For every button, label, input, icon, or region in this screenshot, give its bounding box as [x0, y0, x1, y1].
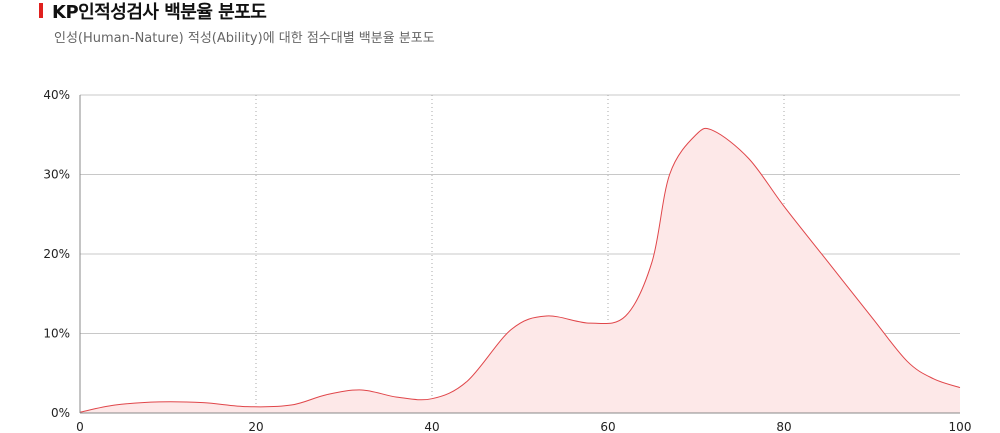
x-tick-label: 80 — [776, 420, 791, 433]
y-tick-label: 30% — [43, 168, 70, 182]
y-tick-label: 0% — [51, 406, 70, 420]
series-area — [79, 127, 961, 413]
y-tick-label: 40% — [43, 88, 70, 102]
y-tick-label: 10% — [43, 327, 70, 341]
tick-labels: 0% 10% 20% 30% 40% 0 20 40 60 80 100 — [43, 88, 971, 433]
area-fill — [80, 128, 960, 413]
x-tick-label: 0 — [76, 420, 84, 433]
x-tick-label: 20 — [248, 420, 263, 433]
title-accent-bar — [39, 3, 43, 18]
axes — [79, 95, 960, 414]
y-tick-label: 20% — [43, 247, 70, 261]
x-tick-label: 60 — [600, 420, 615, 433]
chart-subtitle: 인성(Human-Nature) 적성(Ability)에 대한 점수대별 백분… — [54, 31, 435, 46]
x-tick-label: 100 — [949, 420, 972, 433]
x-tick-label: 40 — [424, 420, 439, 433]
chart-header: KP인적성검사 백분율 분포도 인성(Human-Nature) 적성(Abil… — [0, 0, 1000, 60]
chart-title: KP인적성검사 백분율 분포도 — [52, 2, 267, 23]
series-line — [79, 127, 961, 413]
